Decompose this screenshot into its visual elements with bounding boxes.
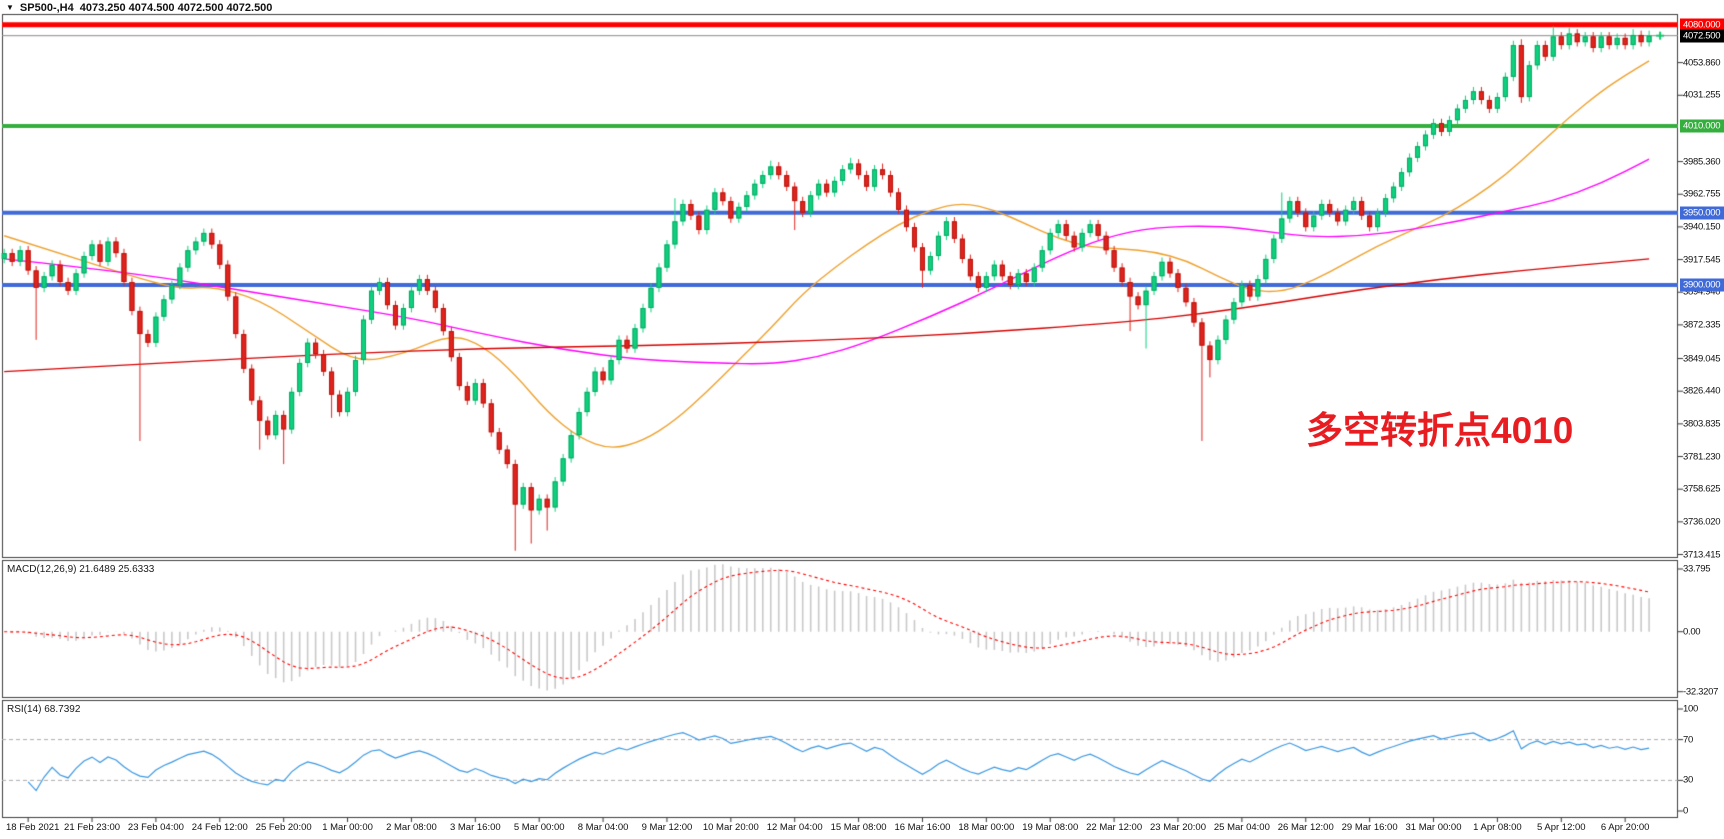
price-tick-label: 3826.440 <box>1683 385 1721 397</box>
time-tick-label: 2 Mar 08:00 <box>386 822 437 833</box>
time-tick-label: 26 Mar 12:00 <box>1277 822 1334 833</box>
time-tick-label: 25 Feb 20:00 <box>255 822 312 833</box>
time-tick-label: 15 Mar 08:00 <box>830 822 887 833</box>
rsi-tick-label: 30 <box>1683 774 1693 786</box>
time-tick-label: 1 Apr 08:00 <box>1473 822 1522 833</box>
time-tick-label: 8 Mar 04:00 <box>577 822 629 833</box>
price-tick-label: 3803.835 <box>1683 418 1721 430</box>
rsi-tick-label: 70 <box>1683 734 1693 746</box>
macd-tick-label: 0.00 <box>1683 626 1701 638</box>
price-tick-label: 3872.335 <box>1683 319 1721 331</box>
macd-indicator-label: MACD(12,26,9) 21.6489 25.6333 <box>7 564 155 575</box>
rsi-indicator-label: RSI(14) 68.7392 <box>7 704 81 715</box>
time-tick-label: 5 Mar 00:00 <box>513 822 565 833</box>
time-tick-label: 23 Feb 04:00 <box>127 822 184 833</box>
price-level-label: 4010.000 <box>1680 119 1724 133</box>
rsi-tick-label: 0 <box>1683 805 1688 817</box>
time-tick-label: 19 Mar 08:00 <box>1022 822 1079 833</box>
symbol-dropdown-icon[interactable]: ▼ <box>6 3 14 12</box>
price-tick-label: 3849.045 <box>1683 353 1721 365</box>
price-tick-label: 3736.020 <box>1683 516 1721 528</box>
price-tick-label: 4031.255 <box>1683 89 1721 101</box>
price-tick-label: 4053.860 <box>1683 57 1721 69</box>
price-level-label: 4080.000 <box>1680 18 1724 32</box>
price-tick-label: 3985.360 <box>1683 156 1721 168</box>
time-tick-label: 12 Mar 04:00 <box>766 822 823 833</box>
time-tick-label: 9 Mar 12:00 <box>641 822 693 833</box>
time-tick-label: 22 Mar 12:00 <box>1086 822 1143 833</box>
time-tick-label: 18 Feb 2021 <box>6 822 60 833</box>
time-tick-label: 23 Mar 20:00 <box>1149 822 1206 833</box>
time-tick-label: 3 Mar 16:00 <box>449 822 501 833</box>
macd-tick-label: -32.3207 <box>1683 686 1719 698</box>
price-tick-label: 3917.545 <box>1683 254 1721 266</box>
time-tick-label: 1 Mar 00:00 <box>322 822 373 833</box>
macd-tick-label: 33.795 <box>1683 563 1711 575</box>
chart-header: ▼ SP500-,H4 4073.250 4074.500 4072.500 4… <box>6 1 272 14</box>
price-tick-label: 3940.150 <box>1683 221 1721 233</box>
time-tick-label: 25 Mar 04:00 <box>1213 822 1270 833</box>
rsi-tick-label: 100 <box>1683 703 1698 715</box>
price-tick-label: 3781.230 <box>1683 451 1721 463</box>
time-tick-label: 24 Feb 12:00 <box>191 822 248 833</box>
time-tick-label: 10 Mar 20:00 <box>702 822 759 833</box>
price-tick-label: 3894.940 <box>1683 286 1721 298</box>
time-tick-label: 29 Mar 16:00 <box>1341 822 1398 833</box>
symbol-period-label: SP500-,H4 <box>19 1 74 14</box>
time-tick-label: 5 Apr 12:00 <box>1536 822 1586 833</box>
time-tick-label: 6 Apr 20:00 <box>1600 822 1650 833</box>
ohlc-readout: 4073.250 4074.500 4072.500 4072.500 <box>79 1 273 14</box>
price-tick-label: 3713.415 <box>1683 549 1721 560</box>
time-tick-label: 18 Mar 00:00 <box>958 822 1015 833</box>
price-level-label: 4072.500 <box>1680 29 1724 43</box>
price-tick-label: 3962.755 <box>1683 188 1721 200</box>
time-tick-label: 31 Mar 00:00 <box>1405 822 1462 833</box>
time-tick-label: 16 Mar 16:00 <box>894 822 951 833</box>
time-tick-label: 21 Feb 23:00 <box>64 822 121 833</box>
price-level-label: 3950.000 <box>1680 206 1724 220</box>
price-level-label: 3900.000 <box>1680 278 1724 292</box>
price-tick-label: 3758.625 <box>1683 483 1721 495</box>
annotation-text: 多空转折点4010 <box>1306 410 1574 451</box>
